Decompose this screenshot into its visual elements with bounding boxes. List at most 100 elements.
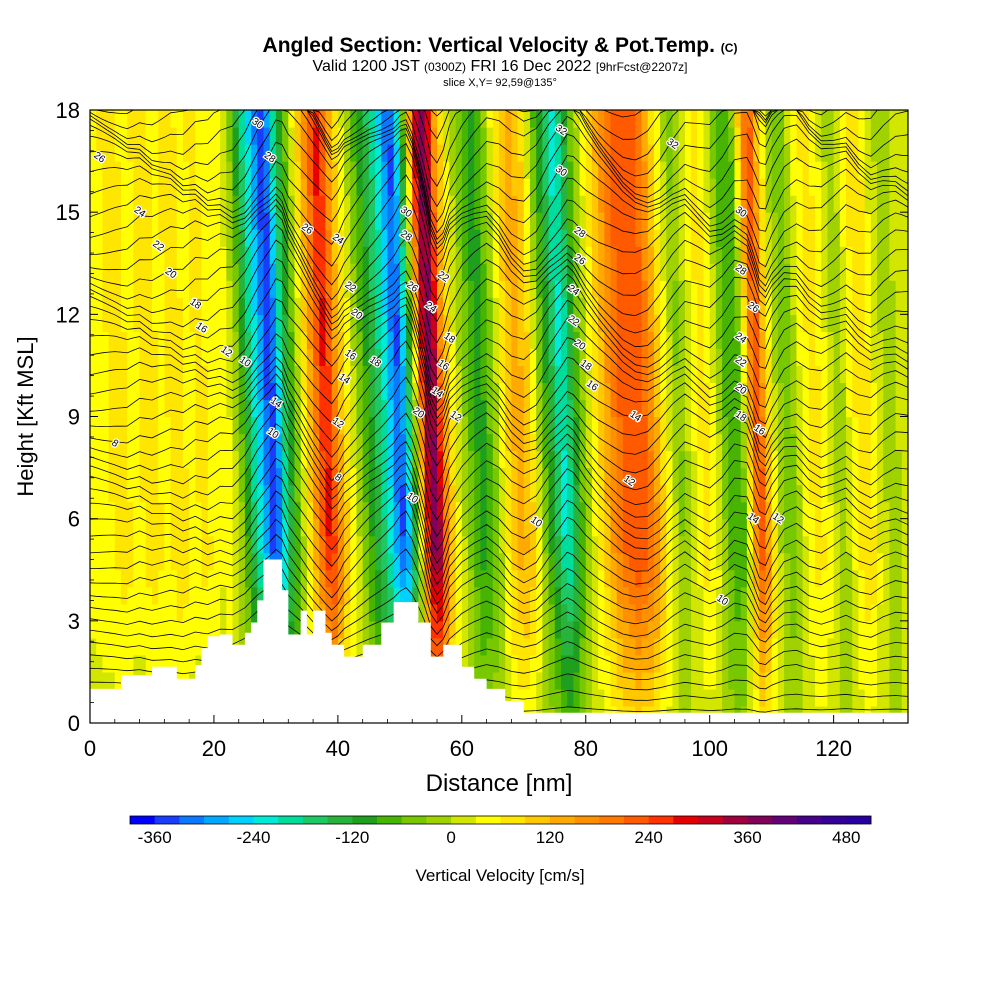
- field-cell: [846, 620, 853, 639]
- field-cell: [610, 484, 618, 503]
- field-cell: [207, 331, 215, 349]
- field-cell: [331, 161, 339, 179]
- field-cell: [790, 195, 798, 213]
- field-cell: [220, 263, 227, 281]
- field-cell: [753, 620, 760, 639]
- field-cell: [474, 416, 482, 435]
- field-cell: [189, 314, 196, 332]
- field-cell: [145, 246, 153, 264]
- field-cell: [375, 110, 382, 128]
- field-cell: [288, 297, 296, 315]
- field-cell: [127, 297, 134, 315]
- field-cell: [300, 297, 308, 315]
- field-cell: [127, 416, 134, 435]
- field-cell: [616, 382, 624, 401]
- field-cell: [344, 127, 351, 145]
- field-cell: [573, 280, 581, 298]
- field-cell: [573, 450, 581, 469]
- field-cell: [201, 569, 209, 588]
- field-cell: [678, 297, 686, 315]
- field-cell: [653, 416, 661, 435]
- field-cell: [176, 297, 184, 315]
- field-cell: [344, 161, 351, 179]
- field-cell: [418, 229, 426, 247]
- field-cell: [275, 331, 283, 349]
- field-cell: [356, 484, 364, 503]
- field-cell: [480, 161, 488, 179]
- field-cell: [895, 688, 903, 707]
- field-cell: [195, 110, 203, 128]
- field-cell: [344, 450, 351, 469]
- field-cell: [858, 365, 866, 384]
- field-cell: [356, 416, 364, 435]
- field-cell: [387, 535, 395, 554]
- field-cell: [616, 110, 624, 128]
- field-cell: [213, 212, 221, 230]
- field-cell: [232, 450, 240, 469]
- field-cell: [114, 501, 122, 520]
- field-cell: [846, 501, 853, 520]
- field-cell: [821, 552, 829, 571]
- field-cell: [579, 229, 587, 247]
- field-cell: [827, 433, 835, 452]
- field-cell: [269, 161, 277, 179]
- field-cell: [406, 195, 413, 213]
- field-cell: [666, 127, 674, 145]
- field-cell: [337, 212, 345, 230]
- field-cell: [251, 212, 258, 230]
- colorbar-swatch: [698, 816, 724, 824]
- field-cell: [344, 246, 351, 264]
- field-cell: [852, 620, 860, 639]
- field-cell: [133, 535, 141, 554]
- field-cell: [802, 246, 810, 264]
- field-cell: [151, 382, 159, 401]
- field-cell: [368, 467, 376, 486]
- field-cell: [610, 263, 618, 281]
- field-cell: [889, 450, 897, 469]
- field-cell: [120, 314, 128, 332]
- field-cell: [684, 603, 692, 622]
- field-cell: [672, 467, 680, 486]
- field-cell: [808, 467, 816, 486]
- field-cell: [145, 518, 153, 537]
- field-cell: [660, 671, 667, 690]
- field-cell: [282, 501, 289, 520]
- field-cell: [641, 144, 649, 162]
- field-cell: [796, 331, 804, 349]
- field-cell: [350, 263, 358, 281]
- field-cell: [474, 212, 482, 230]
- field-cell: [195, 144, 203, 162]
- field-cell: [387, 501, 395, 520]
- field-cell: [226, 484, 234, 503]
- field-cell: [108, 467, 116, 486]
- field-cell: [158, 161, 165, 179]
- field-cell: [257, 399, 265, 418]
- field-cell: [660, 314, 667, 332]
- field-cell: [319, 127, 327, 145]
- field-cell: [108, 501, 116, 520]
- field-cell: [691, 637, 698, 656]
- field-cell: [474, 195, 482, 213]
- field-cell: [158, 416, 165, 435]
- field-cell: [114, 450, 122, 469]
- field-cell: [393, 501, 401, 520]
- field-cell: [746, 416, 754, 435]
- field-cell: [120, 280, 128, 298]
- field-cell: [573, 552, 581, 571]
- field-cell: [300, 195, 308, 213]
- field-cell: [269, 229, 277, 247]
- field-cell: [331, 331, 339, 349]
- field-cell: [765, 518, 773, 537]
- field-cell: [300, 229, 308, 247]
- field-cell: [610, 280, 618, 298]
- field-cell: [399, 450, 407, 469]
- field-cell: [90, 280, 97, 298]
- field-cell: [833, 382, 841, 401]
- field-cell: [815, 586, 822, 605]
- field-cell: [176, 365, 184, 384]
- field-cell: [362, 620, 370, 639]
- field-cell: [821, 484, 829, 503]
- field-cell: [765, 586, 773, 605]
- field-cell: [108, 110, 116, 128]
- field-cell: [418, 467, 426, 486]
